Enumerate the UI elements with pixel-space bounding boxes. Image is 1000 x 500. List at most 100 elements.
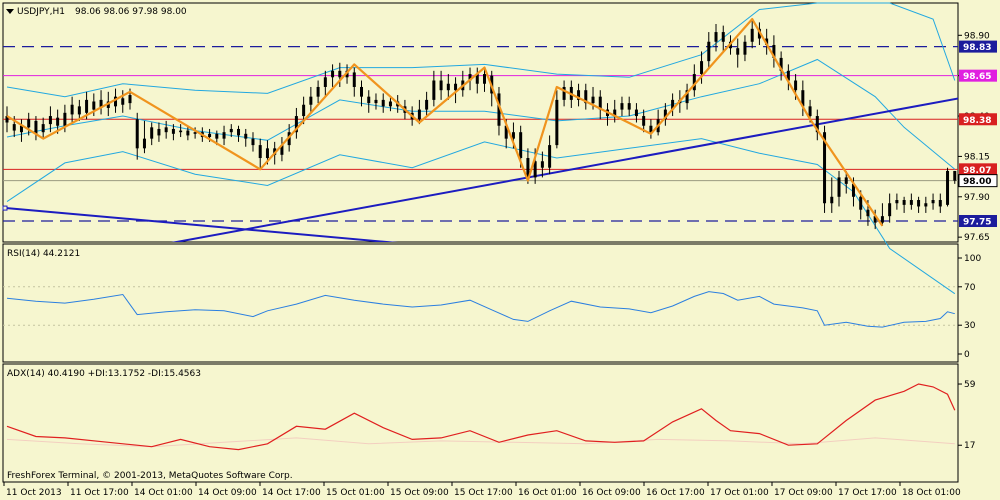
candle [830,177,834,213]
candle-body [99,99,103,108]
rsi-line [6,291,955,328]
candle-body [265,148,269,159]
rsi-tick-label: 100 [964,254,981,264]
ohlc-readout: 98.06 98.06 97.98 98.00 [75,7,187,17]
candle-body [114,96,118,107]
triangle-down-icon[interactable] [6,9,14,14]
candle [280,137,284,162]
candle-body [388,101,392,107]
candle-body [309,96,313,105]
time-tick-label: 17 Oct 17:00 [838,488,897,498]
candle-body [316,86,320,97]
candle-body [135,119,139,149]
candle [649,119,653,139]
candle-body [511,132,515,139]
candle [244,128,248,147]
candle-body [237,128,241,136]
candle [41,117,45,139]
candle [222,125,226,146]
rsi-axis: 100 70 30 0 [958,254,981,360]
candle [446,74,450,100]
candle [48,106,52,133]
price-badge [959,69,997,82]
candle [685,83,689,110]
candle [924,196,928,213]
candle [844,170,848,194]
candle [946,167,950,207]
candle-body [258,145,262,159]
price-badge [959,215,997,228]
candle-body [164,127,168,133]
trendline [6,207,399,242]
candle-body [815,116,819,133]
candle [258,138,262,168]
candle [555,90,559,149]
time-tick-label: 17 Oct 01:00 [710,488,769,498]
candle-body [85,99,89,113]
rsi-tick-label: 70 [964,283,976,293]
candle [381,93,385,113]
candle-body [331,70,335,78]
time-axis: 11 Oct 2013 11 Oct 17:00 14 Oct 01:00 14 Oc… [3,482,961,498]
price-badge-label: 98.83 [963,43,991,53]
candle [352,67,356,97]
candle-body [555,99,559,146]
candle-body [70,104,74,115]
candle-body [425,99,429,110]
adx-title: ADX(14) 40.4190 +DI:13.1752 -DI:15.4563 [7,369,201,379]
candle-body [432,80,436,100]
candle [417,99,421,125]
candle-body [215,133,219,139]
rsi-pane-frame [2,243,959,363]
candle [700,51,704,84]
candle [663,103,667,126]
candle-body [56,117,60,126]
candle-body [244,133,248,139]
candle [902,196,906,213]
price-badge-label: 98.00 [963,177,991,187]
candle-body [374,99,378,104]
candle [931,193,935,210]
candle-body [519,132,523,159]
candle [237,125,241,142]
candle [613,99,617,123]
trendline [170,97,958,242]
candle [150,122,154,146]
trendline-anchor-handle[interactable] [2,205,8,211]
candle-body [837,177,841,197]
candle [598,90,602,120]
candle-body [417,109,421,120]
time-tick-label: 15 Oct 17:00 [454,488,513,498]
time-tick-label: 16 Oct 17:00 [646,488,705,498]
candle-body [866,209,870,217]
candle-body [634,109,638,117]
candle-body [938,200,942,207]
candle [577,83,581,107]
candle [338,62,342,87]
candle [540,151,544,178]
candle-body [548,145,552,168]
candle [562,80,566,107]
candle-body [577,90,581,100]
candle [772,35,776,68]
candle [497,86,501,136]
candle-body [779,57,783,71]
candle [642,109,646,133]
candle-body [526,158,530,178]
candle-body [92,101,96,110]
candle [432,70,436,107]
candle-body [446,83,450,91]
price-badge [958,174,998,188]
candle-body [924,203,928,207]
candle-body [685,90,689,104]
candle-body [830,196,834,204]
candle-body [721,32,725,42]
price-tick-label: 98.15 [964,152,990,162]
candle-body [381,99,385,107]
candle-body [649,125,653,133]
candle-body [765,38,769,45]
candle [331,64,335,87]
adx-tick-label: 59 [964,380,976,390]
